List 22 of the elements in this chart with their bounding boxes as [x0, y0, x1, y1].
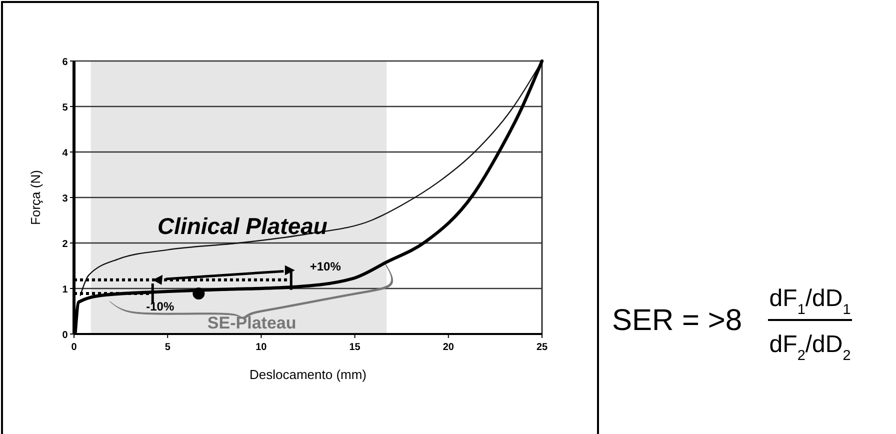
x-axis-title: Deslocamento (mm)	[249, 367, 367, 382]
x-tick-label: 5	[164, 342, 171, 353]
y-tick-label: 5	[62, 102, 68, 114]
y-tick-label: 6	[62, 57, 68, 68]
y-tick-label: 0	[62, 330, 68, 341]
x-tick-label: 0	[71, 342, 78, 353]
y-tick-label: 2	[62, 239, 68, 250]
y-tick-label: 4	[62, 148, 68, 159]
annotation: SE-Plateau	[207, 314, 296, 333]
x-tick-label: 20	[442, 342, 454, 353]
y-axis-title: Força (N)	[28, 170, 43, 225]
x-tick-label: 25	[536, 342, 548, 353]
annotation: Clinical Plateau	[157, 212, 328, 239]
annotation: -10%	[146, 299, 174, 314]
x-tick-label: 15	[349, 342, 361, 353]
x-tick-label: 10	[256, 342, 268, 353]
text: dF$_{2}$/dD$_{2}$	[769, 331, 851, 364]
annotation: +10%	[310, 259, 342, 274]
y-tick-label: 3	[62, 194, 68, 204]
text: dF$_{1}$/dD$_{1}$	[769, 285, 851, 318]
text: SER = >8	[612, 304, 742, 337]
y-tick-label: 1	[62, 284, 68, 296]
